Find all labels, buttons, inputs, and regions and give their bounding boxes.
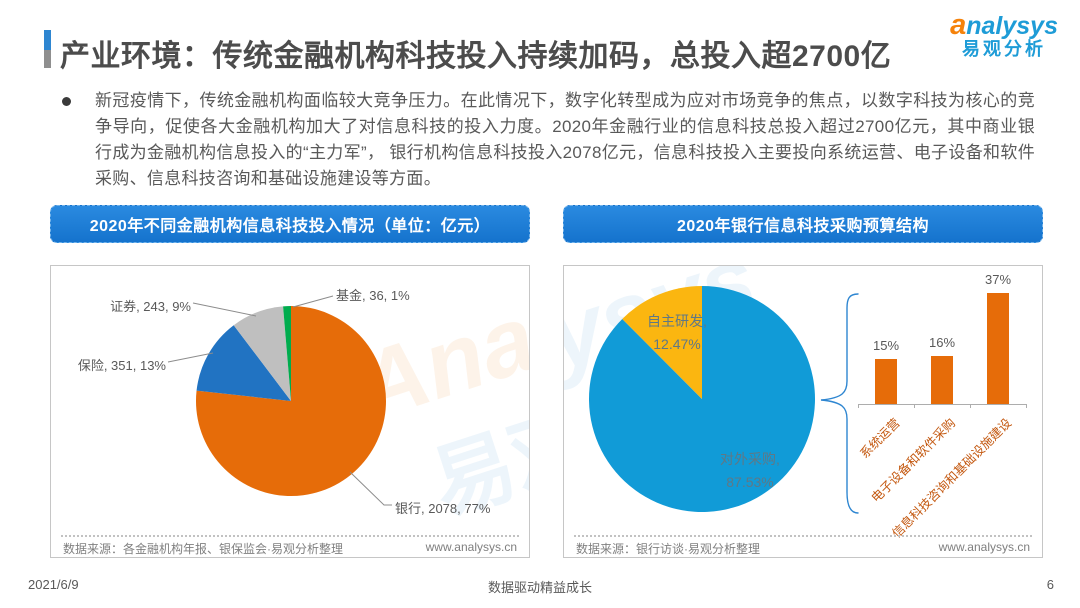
- pie-label-external: 对外采购, 87.53%: [705, 448, 795, 494]
- logo-a-icon: a: [950, 9, 967, 41]
- panel-divider: [574, 535, 1032, 537]
- website-link[interactable]: www.analysys.cn: [425, 540, 517, 554]
- left-chart-banner: 2020年不同金融机构信息科技投入情况（单位：亿元）: [50, 205, 530, 243]
- data-source: 数据来源：各金融机构年报、银保监会·易观分析整理: [63, 542, 343, 556]
- axis-tick: [914, 404, 915, 408]
- pie-label-banks: 银行, 2078, 77%: [395, 501, 491, 516]
- logo-chinese: 易观分析: [962, 39, 1047, 60]
- left-chart-panel: Analysys 易观 证券, 243, 9% 保险, 351, 13% 基金,…: [50, 265, 530, 558]
- bar-category-1: 系统运营: [857, 415, 903, 462]
- pie-label-insurance: 保险, 351, 13%: [77, 358, 166, 373]
- source-row: 数据来源：银行访谈·易观分析整理 www.analysys.cn: [576, 540, 1030, 557]
- procurement-pie-chart: [589, 286, 815, 512]
- right-chart-panel: ysys 自主研发, 12.47% 对外采购, 87.53% 15% 16% 3…: [563, 265, 1043, 558]
- logo-wordmark-rest: nalysys: [966, 12, 1058, 40]
- logo-wordmark: analysys: [950, 10, 1058, 40]
- footer-slogan: 数据驱动精益成长: [487, 580, 592, 595]
- pie-label-funds: 基金, 36, 1%: [336, 288, 410, 303]
- analysys-logo: analysys 易观分析: [950, 10, 1058, 59]
- bar-value-2: 16%: [928, 335, 956, 350]
- bar-consulting-infra: [987, 293, 1009, 404]
- data-source: 数据来源：银行访谈·易观分析整理: [576, 542, 760, 556]
- pie-label-self-developed-value: 12.47%: [653, 336, 701, 352]
- bar-system-operation: [875, 359, 897, 404]
- pie-label-self-developed: 自主研发, 12.47%: [632, 310, 722, 356]
- panel-divider: [61, 535, 519, 537]
- pie-label-self-developed-name: 自主研发,: [647, 313, 707, 329]
- axis-tick: [858, 404, 859, 408]
- axis-tick: [970, 404, 971, 408]
- pie-label-securities: 证券, 243, 9%: [110, 299, 191, 314]
- source-row: 数据来源：各金融机构年报、银保监会·易观分析整理 www.analysys.cn: [63, 540, 517, 557]
- bar-equipment-software: [931, 356, 953, 404]
- pie-label-external-value: 87.53%: [726, 474, 774, 490]
- footer-date: 2021/6/9: [28, 577, 79, 592]
- axis-tick: [1026, 404, 1027, 408]
- title-accent-bar: [44, 30, 51, 68]
- website-link[interactable]: www.analysys.cn: [938, 540, 1030, 554]
- bar-axis: [858, 404, 1026, 405]
- page-title: 产业环境：传统金融机构科技投入持续加码，总投入超2700亿: [60, 40, 892, 73]
- institutions-pie-chart: [196, 306, 386, 496]
- pie-label-external-name: 对外采购,: [720, 451, 780, 467]
- bar-value-1: 15%: [872, 338, 900, 353]
- bar-value-3: 37%: [984, 272, 1012, 287]
- intro-paragraph: 新冠疫情下，传统金融机构面临较大竞争压力。在此情况下，数字化转型成为应对市场竞争…: [95, 91, 1035, 188]
- bullet-icon: [62, 97, 71, 106]
- footer-page-number: 6: [1046, 577, 1054, 592]
- right-chart-banner: 2020年银行信息科技采购预算结构: [563, 205, 1043, 243]
